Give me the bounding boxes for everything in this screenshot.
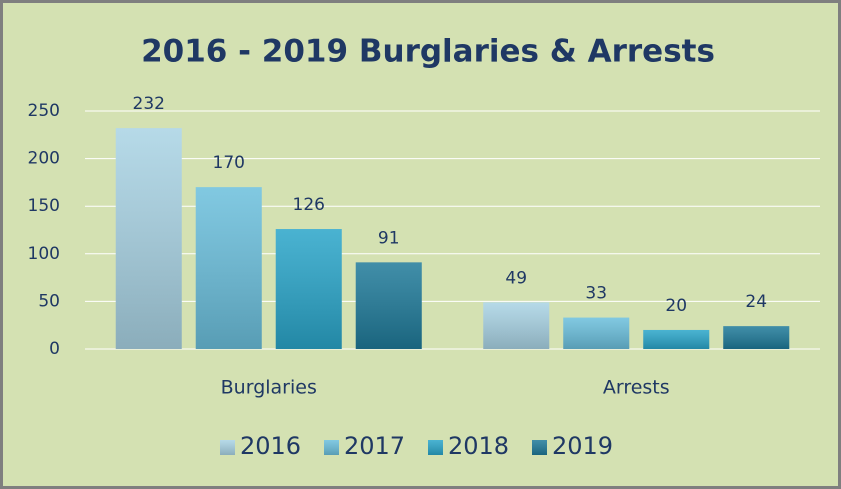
- legend-label: 2017: [344, 432, 405, 460]
- bar-shade: [723, 326, 790, 349]
- y-tick-label: 250: [28, 101, 60, 121]
- bar-shade: [275, 229, 342, 349]
- data-label: 170: [213, 153, 245, 173]
- bar-shade: [643, 329, 710, 349]
- data-label: 232: [133, 94, 165, 114]
- x-tick-label: Arrests: [603, 377, 670, 399]
- bar-shade: [483, 302, 550, 349]
- data-label: 24: [745, 292, 767, 312]
- y-tick-label: 50: [38, 291, 60, 311]
- bar-shade: [195, 187, 262, 349]
- y-tick-label: 0: [49, 339, 60, 359]
- legend-swatch-shade: [220, 440, 235, 455]
- legend-swatch-shade: [324, 440, 339, 455]
- data-label: 33: [585, 284, 607, 304]
- data-label: 126: [293, 195, 325, 215]
- legend-swatch-shade: [532, 440, 547, 455]
- y-tick-label: 100: [28, 244, 60, 264]
- bar-shade: [563, 317, 630, 349]
- y-tick-label: 200: [28, 149, 60, 169]
- legend-label: 2019: [552, 432, 613, 460]
- y-tick-label: 150: [28, 196, 60, 216]
- legend-label: 2016: [240, 432, 301, 460]
- legend-swatch-shade: [428, 440, 443, 455]
- data-label: 49: [505, 268, 527, 288]
- bar-shade: [355, 262, 422, 349]
- data-label: 91: [378, 228, 400, 248]
- chart-title: 2016 - 2019 Burglaries & Arrests: [141, 34, 715, 70]
- bar-shade: [115, 128, 182, 349]
- data-label: 20: [665, 296, 687, 316]
- legend-label: 2018: [448, 432, 509, 460]
- x-tick-label: Burglaries: [221, 377, 317, 399]
